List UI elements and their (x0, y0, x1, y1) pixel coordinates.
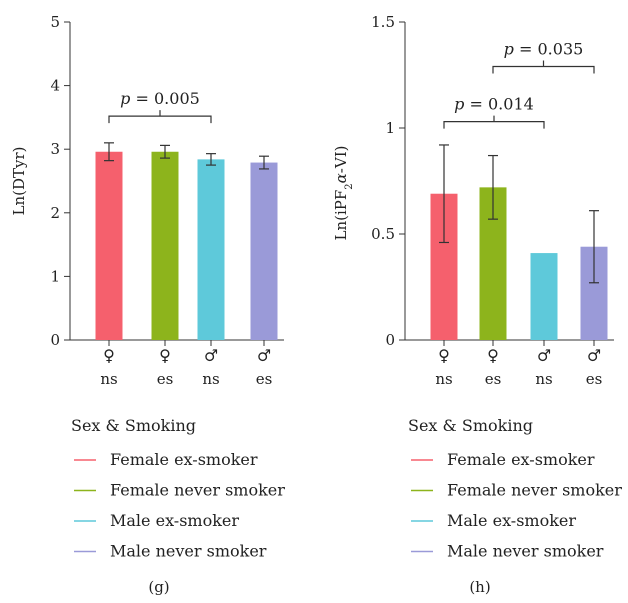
legend-entry: Male ex-smoker (110, 511, 239, 530)
legend-entry: Female ex-smoker (110, 450, 258, 469)
x-tick-label: ns (202, 370, 219, 388)
x-tick-symbol: ♂ (587, 346, 601, 365)
y-tick-label: 5 (50, 13, 60, 31)
x-tick-symbol: ♀ (487, 346, 499, 365)
y-tick-label: 4 (50, 77, 60, 95)
y-tick-label: 3 (50, 140, 60, 158)
legend-entry: Female never smoker (447, 481, 622, 500)
y-axis-label: Ln(DTyr) (10, 146, 28, 215)
y-tick-label: 0 (385, 331, 395, 349)
x-tick-label: ns (100, 370, 117, 388)
y-axis-label: Ln(iPF2α-VI) (332, 146, 355, 241)
chart-panel-g: 0 1 2 3 4 5 Ln(DTyr) ♀ ns ♀ es ♂ ns ♂ es p = 0.005 Sex &… (10, 13, 285, 596)
x-tick-label: es (485, 370, 502, 388)
panel-label: (g) (148, 578, 169, 596)
y-tick-label: 0 (50, 331, 60, 349)
bar (151, 151, 179, 340)
y-tick-label: 1 (385, 119, 395, 137)
legend-title: Sex & Smoking (71, 416, 196, 435)
x-tick-symbol: ♀ (438, 346, 450, 365)
y-tick-label: 1.5 (371, 13, 395, 31)
bar (530, 253, 558, 340)
legend-entry: Male never smoker (447, 542, 604, 561)
bar (95, 151, 123, 340)
x-tick-symbol: ♂ (257, 346, 271, 365)
y-tick-label: 0.5 (371, 225, 395, 243)
x-tick-label: ns (435, 370, 452, 388)
x-tick-symbol: ♀ (103, 346, 115, 365)
bar (250, 162, 278, 340)
legend-title: Sex & Smoking (408, 416, 533, 435)
x-tick-symbol: ♀ (159, 346, 171, 365)
bar (197, 159, 225, 340)
significance-bracket (492, 60, 595, 74)
x-tick-symbol: ♂ (537, 346, 551, 365)
x-tick-symbol: ♂ (204, 346, 218, 365)
x-tick-label: es (157, 370, 174, 388)
legend-entry: Male never smoker (110, 542, 267, 561)
p-value-annotation: p = 0.014 (454, 95, 534, 114)
legend-entry: Female never smoker (110, 481, 285, 500)
chart-panel-h: 0 0.5 1 1.5 Ln(iPF2α-VI) ♀ ns ♀ es ♂ ns ♂ es p = 0.01… (332, 13, 622, 596)
significance-bracket (108, 110, 212, 124)
y-tick-label: 2 (50, 204, 60, 222)
panel-label: (h) (469, 578, 490, 596)
x-tick-label: es (256, 370, 273, 388)
p-value-annotation: p = 0.005 (120, 89, 200, 108)
significance-bracket (443, 115, 545, 129)
x-tick-label: es (586, 370, 603, 388)
legend-entry: Male ex-smoker (447, 511, 576, 530)
legend-entry: Female ex-smoker (447, 450, 595, 469)
y-tick-label: 1 (50, 267, 60, 285)
p-value-annotation: p = 0.035 (504, 40, 584, 59)
x-tick-label: ns (535, 370, 552, 388)
